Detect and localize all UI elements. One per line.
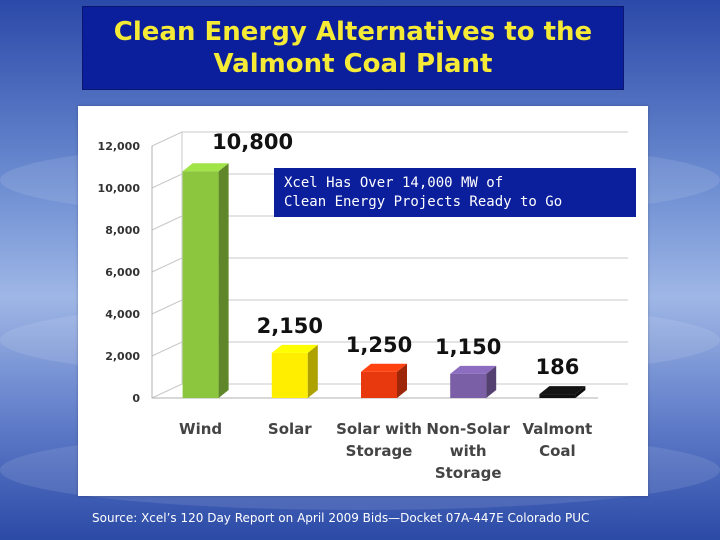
bar-top <box>450 365 497 374</box>
bar-side <box>486 365 497 398</box>
chart-panel: 0 2,000 4,000 6,000 8,000 10,000 12,000 10,800 W… <box>78 106 648 496</box>
category-label: Solar <box>268 420 312 438</box>
bar-side <box>307 344 318 398</box>
category-label: Solar with <box>336 420 422 438</box>
bar-side <box>218 163 229 398</box>
category-label: Non-Solar <box>426 420 510 438</box>
slide-title-line-2: Valmont Coal Plant <box>213 49 493 79</box>
bar <box>271 352 308 398</box>
y-tick-label: 0 <box>132 392 140 405</box>
slide-title: Clean Energy Alternatives to the Valmont… <box>82 6 624 90</box>
y-tick-label: 4,000 <box>105 308 140 321</box>
data-label: 1,150 <box>435 335 501 359</box>
slide-title-line-1: Clean Energy Alternatives to the <box>113 17 593 47</box>
data-label: 2,150 <box>257 314 323 338</box>
category-label: with <box>450 442 487 460</box>
category-label: Wind <box>179 420 222 438</box>
bar-top <box>182 163 229 172</box>
callout-line-1: Xcel Has Over 14,000 MW of <box>284 175 504 191</box>
gridline-side <box>151 383 183 399</box>
bar-side <box>397 363 407 398</box>
bar <box>182 171 219 398</box>
category-label: Storage <box>346 442 413 460</box>
y-tick-label: 10,000 <box>98 182 141 195</box>
gridline-side <box>151 257 183 273</box>
gridline-side <box>151 131 183 147</box>
bar-top <box>539 386 586 395</box>
callout-box: Xcel Has Over 14,000 MW of Clean Energy … <box>274 168 636 217</box>
bar-side <box>575 386 586 398</box>
category-label: Storage <box>435 464 502 482</box>
y-tick-label: 2,000 <box>105 350 140 363</box>
y-tick-label: 8,000 <box>105 224 140 237</box>
bar-chart: 0 2,000 4,000 6,000 8,000 10,000 12,000 10,800 W… <box>98 130 628 482</box>
bar-top <box>361 363 407 372</box>
data-label: 10,800 <box>212 130 293 154</box>
bar <box>539 394 576 398</box>
category-label: Valmont <box>522 420 592 438</box>
bar <box>450 373 487 398</box>
y-tick-label: 6,000 <box>105 266 140 279</box>
gridline-side <box>151 299 183 315</box>
gridline-side <box>151 215 183 231</box>
gridline-side <box>151 341 183 357</box>
data-label: 1,250 <box>346 333 412 357</box>
data-label: 186 <box>535 355 579 379</box>
bar <box>361 371 397 398</box>
source-note: Source: Xcel’s 120 Day Report on April 2… <box>92 511 590 525</box>
category-label: Coal <box>539 442 576 460</box>
y-tick-label: 12,000 <box>98 140 141 153</box>
bar-top <box>271 344 318 353</box>
callout-line-2: Clean Energy Projects Ready to Go <box>284 194 563 210</box>
gridline-side <box>151 173 183 189</box>
